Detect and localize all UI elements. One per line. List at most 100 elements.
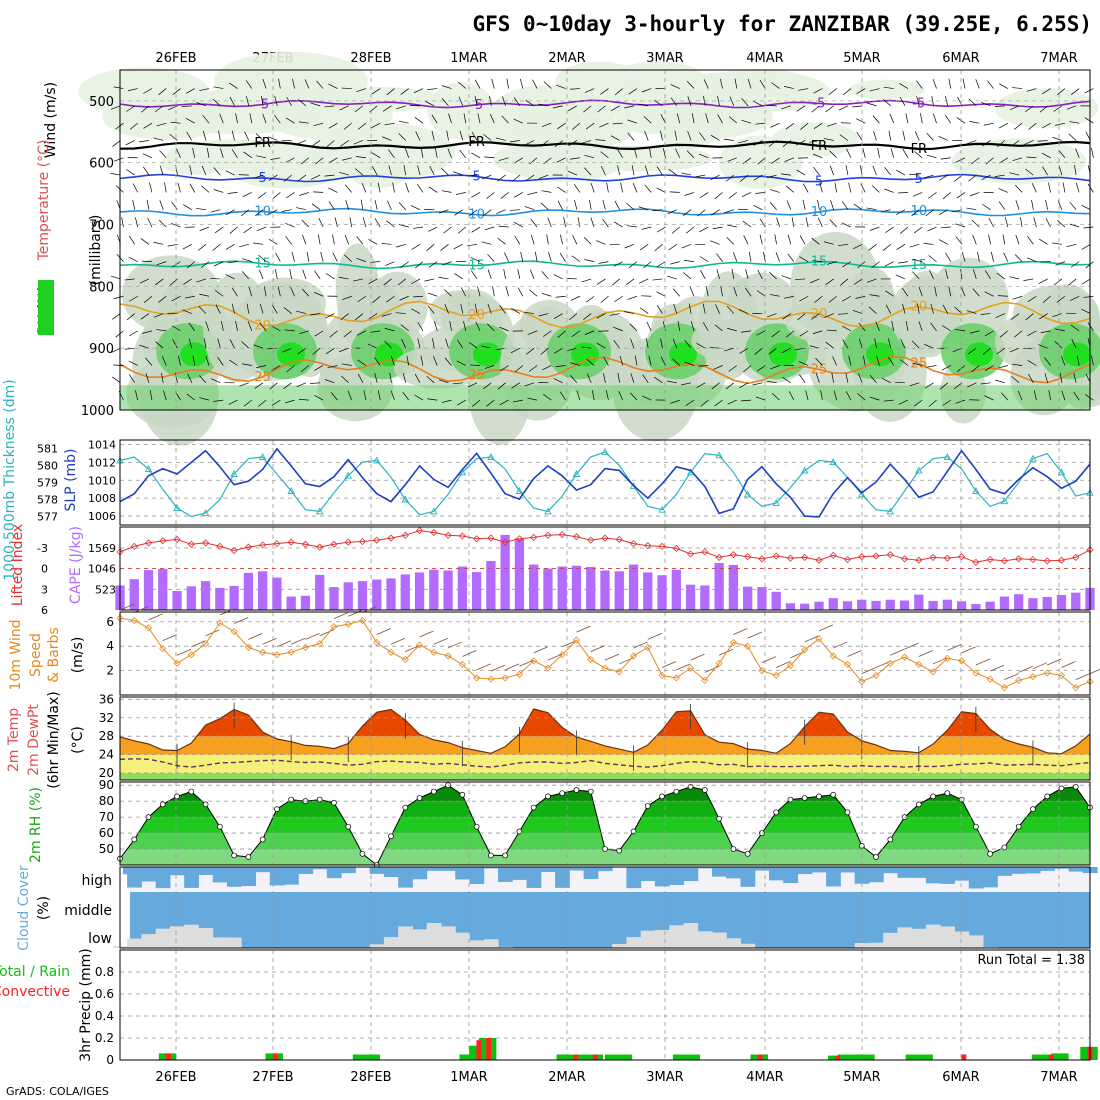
wind-barb [883,399,894,402]
wind-barb [524,382,535,387]
wind-barb [311,140,321,147]
wind-barb [1027,236,1034,245]
wind-barb [925,209,934,217]
wind-barb [670,84,680,89]
thickness-line [119,451,1091,518]
wind-barb [417,322,424,332]
cloud-low-bar [455,932,470,948]
rh-point [202,801,209,808]
wind-barb [221,320,224,331]
wind-barb [971,365,980,373]
cloud-low-bar [212,937,228,948]
rh-point [459,791,466,798]
wind-barb [710,240,720,245]
wind-barb [467,382,478,388]
wind-speed-point [430,648,438,656]
rh-shade [951,138,1087,185]
wind-barb [584,88,595,93]
thickness-point [430,507,438,515]
wind-barb-10m [676,663,691,671]
wind-barb [1066,243,1077,248]
wind-barb [343,330,352,338]
wind-barb [1038,278,1048,284]
wind-barb [541,292,552,297]
cape-bar [842,601,853,610]
wind-barb [356,257,367,262]
wind-barb [786,185,795,193]
wind-speed-point [216,619,224,627]
wind-barb [687,130,692,141]
wind-barb [691,113,695,124]
wind-barb [1023,278,1034,281]
wind-barb [374,218,381,228]
wind-axis-label-1: 10m Wind [8,619,24,690]
wind-barb [918,321,923,331]
wind-barb-10m [761,656,777,663]
wind-barb [845,391,852,401]
cloud-high-bar [184,867,199,888]
thickness-point [401,495,410,503]
cloud-high-bar [255,867,271,873]
wind-barb [666,380,677,384]
wind-barb [672,338,678,349]
cape-bar [671,569,681,610]
wind-barb [553,347,563,354]
wind-barb [771,157,780,164]
wind-barb [941,365,951,371]
rh-tick: 90 [99,778,114,792]
wind-barb [158,88,167,96]
wind-barb [428,186,438,193]
wind-barb [163,390,167,401]
wind-barb [774,234,777,245]
wind-barb [745,269,749,280]
cloud-low-bar [697,931,713,948]
wind-barb [243,226,253,234]
wind-barb-10m [148,613,163,621]
wind-barb [192,147,196,158]
slp-tick: 1014 [88,438,116,451]
wind-barb [753,204,763,211]
wind-barb [728,365,738,372]
wind-barb [928,399,937,407]
wind-barb [362,217,367,228]
wind-barb [140,313,150,320]
wind-barb [797,313,806,321]
wind-barb [766,380,777,384]
wind-speed-point [786,662,795,670]
isotherm-label: 20 [468,308,485,323]
thickness-tick: 581 [37,443,58,456]
wind-barb-10m [533,646,548,654]
rh-point [131,836,138,843]
wind-barb [1069,295,1080,301]
li-point [886,551,894,559]
date-label-bottom: 1MAR [450,1070,487,1085]
wind-barb [538,103,549,107]
wind-barb [311,203,321,210]
wind-barb [459,130,464,141]
li-point [187,540,195,548]
wind-barb [153,137,164,141]
rh-point [1044,793,1051,800]
wind-barb [125,140,135,146]
cloud-high-bar [212,867,228,883]
isotherm-label: 10 [468,208,485,223]
cloud-low-bar [483,939,499,948]
thickness-tick: 577 [37,511,58,524]
wind-barb [802,183,809,193]
wind-barb [769,201,777,210]
wind-barb [824,313,834,318]
wind-barb [717,114,723,124]
li-point [601,534,609,542]
wind-barb [349,217,353,228]
wind-barb [356,330,367,336]
wind-barb [1068,133,1077,141]
wind-barb [428,261,438,268]
wind-barb [889,113,895,124]
wind-barb [143,295,153,303]
wind-barb [413,226,424,229]
wind-speed-point [829,652,837,660]
wind-barb [481,345,492,349]
pressure-tick: 1000 [81,404,114,419]
wind-barb [1076,355,1080,366]
wind-barb [368,313,378,320]
